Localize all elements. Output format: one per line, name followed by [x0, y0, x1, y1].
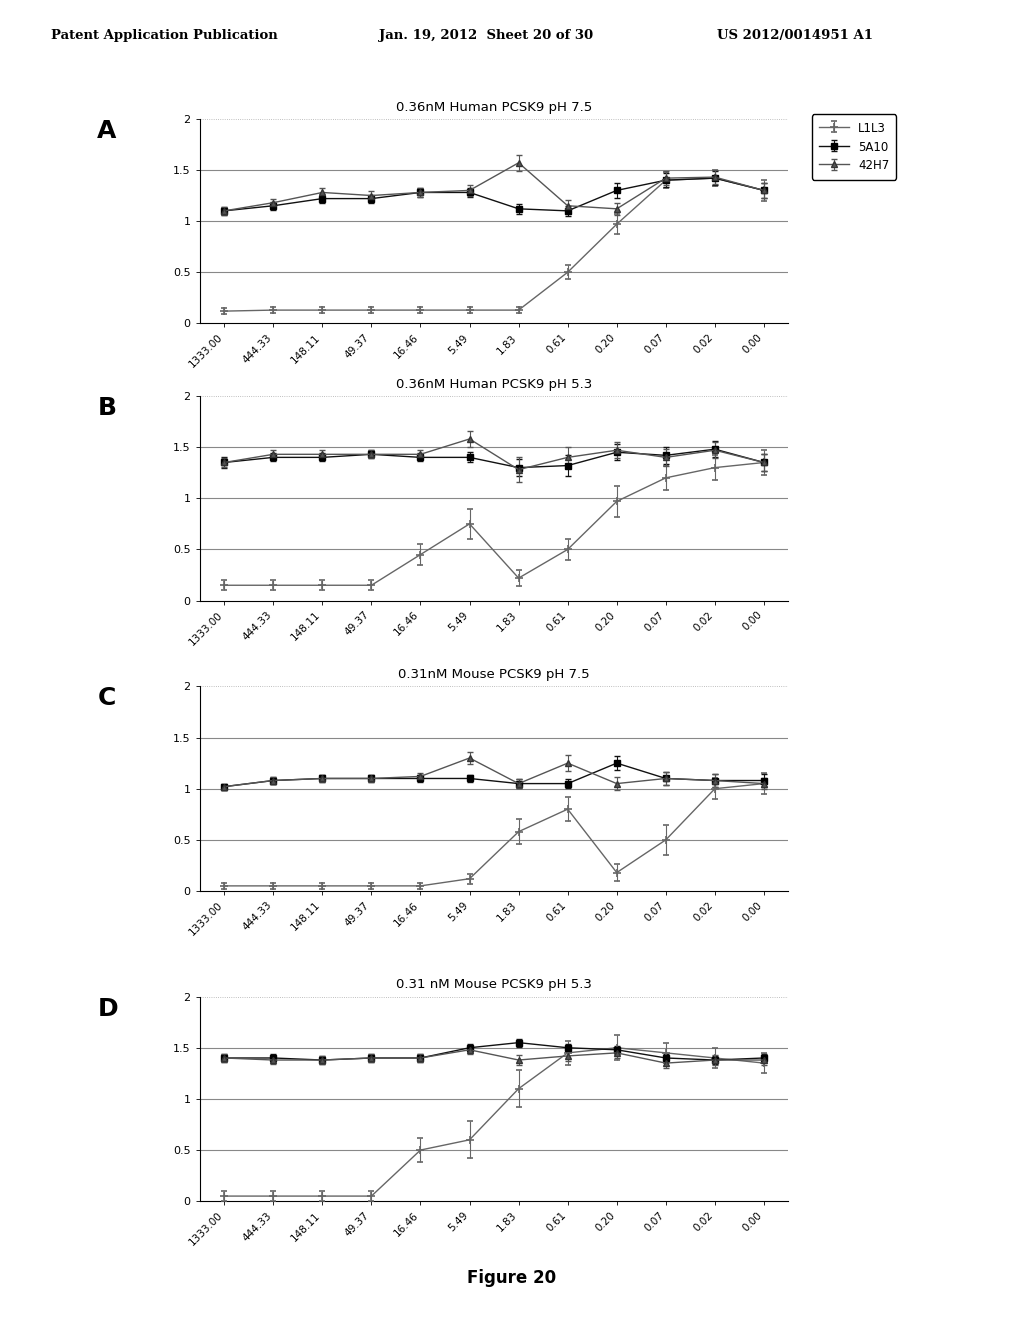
Text: D: D: [97, 997, 118, 1020]
Text: US 2012/0014951 A1: US 2012/0014951 A1: [717, 29, 872, 42]
Text: Jan. 19, 2012  Sheet 20 of 30: Jan. 19, 2012 Sheet 20 of 30: [379, 29, 593, 42]
Text: A: A: [97, 119, 117, 143]
Text: C: C: [97, 686, 116, 710]
Text: Figure 20: Figure 20: [467, 1269, 557, 1287]
Text: Patent Application Publication: Patent Application Publication: [51, 29, 278, 42]
Legend: L1L3, 5A10, 42H7: L1L3, 5A10, 42H7: [812, 115, 896, 180]
Text: 0.36nM Human PCSK9 pH 7.5: 0.36nM Human PCSK9 pH 7.5: [396, 100, 592, 114]
Text: 0.31nM Mouse PCSK9 pH 7.5: 0.31nM Mouse PCSK9 pH 7.5: [398, 668, 590, 681]
Text: B: B: [97, 396, 117, 420]
Text: 0.36nM Human PCSK9 pH 5.3: 0.36nM Human PCSK9 pH 5.3: [396, 378, 592, 391]
Text: 0.31 nM Mouse PCSK9 pH 5.3: 0.31 nM Mouse PCSK9 pH 5.3: [396, 978, 592, 991]
